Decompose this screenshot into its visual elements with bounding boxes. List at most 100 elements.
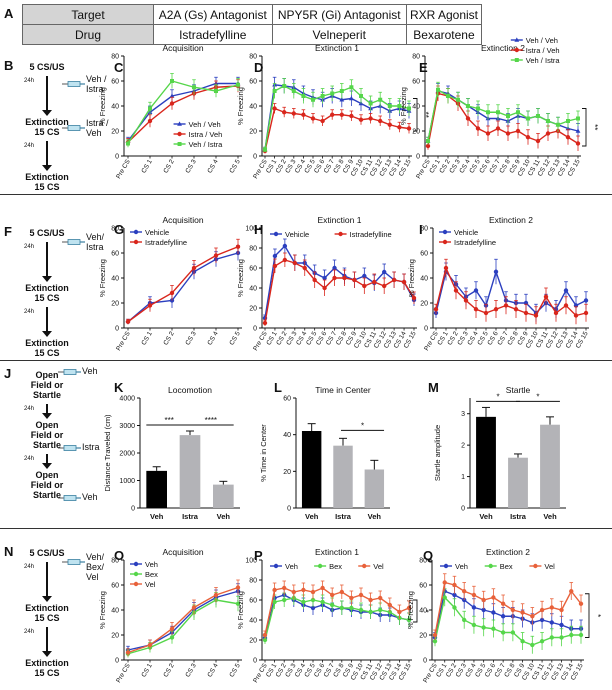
- data-point: [359, 94, 363, 98]
- y-tick-label: 80: [412, 54, 420, 61]
- protocol-step-text: Startle: [32, 390, 61, 400]
- table-cell: Target: [22, 4, 154, 25]
- series-line: [435, 269, 587, 314]
- data-point: [536, 114, 540, 118]
- data-point: [503, 303, 509, 308]
- protocol-step-text: 15 CS: [34, 668, 60, 678]
- y-tick-label: 20: [249, 129, 257, 136]
- legend-label: Veh / Veh: [526, 36, 558, 45]
- legend-marker: [133, 239, 139, 245]
- chart-title: Extinction 2: [489, 215, 533, 225]
- data-point: [148, 106, 152, 111]
- y-axis-label: % Freezing: [98, 259, 107, 297]
- interval-label: 24h: [24, 406, 35, 412]
- data-point: [332, 265, 337, 271]
- legend-label: Vehicle: [285, 230, 309, 239]
- panel-letter-m: M: [428, 380, 439, 395]
- y-tick-label: 60: [283, 396, 291, 403]
- x-tick-label: CS 3: [184, 330, 197, 346]
- protocol-step: Extinction 15 CS: [12, 117, 82, 137]
- down-arrow-icon: [42, 562, 52, 602]
- chart-title: Extinction 1: [318, 215, 362, 225]
- injection-label-text: Veh: [82, 366, 98, 376]
- data-point: [505, 131, 511, 136]
- panel-letter-j: J: [4, 366, 12, 381]
- significance-label: **: [590, 124, 599, 130]
- data-point: [312, 277, 317, 283]
- significance-bracket: [582, 108, 587, 147]
- data-point: [549, 620, 554, 625]
- data-point: [411, 295, 417, 301]
- data-point: [481, 607, 486, 613]
- legend-label: Istradefylline: [145, 238, 187, 247]
- series-line: [127, 252, 239, 323]
- series-line: [264, 107, 410, 152]
- data-point: [213, 592, 219, 598]
- data-point: [569, 589, 574, 594]
- syringe-icon: [58, 369, 81, 375]
- series-vehistra: [263, 78, 411, 153]
- injection-label-text: Istra: [82, 442, 100, 452]
- panel-letter-o: O: [114, 548, 125, 563]
- x-tick-label: CS 4: [206, 662, 219, 678]
- data-point: [442, 580, 447, 585]
- series-line: [264, 597, 410, 641]
- y-tick-label: 2: [461, 443, 465, 450]
- data-point: [291, 111, 296, 116]
- x-tick-label: CS 1: [140, 662, 153, 678]
- legend-label: Bex: [500, 562, 513, 571]
- data-point: [563, 288, 569, 293]
- interval-label: 24h: [24, 456, 35, 462]
- data-point: [387, 602, 392, 608]
- data-point: [493, 307, 499, 312]
- protocol-step: 5 CS/US: [12, 62, 82, 72]
- y-tick-label: 40: [249, 618, 257, 625]
- data-point: [301, 112, 306, 117]
- x-tick-label: CS 5: [228, 330, 241, 346]
- panel-letter-a: A: [4, 6, 14, 21]
- data-point: [583, 310, 589, 316]
- data-point: [500, 601, 506, 606]
- data-point: [378, 607, 383, 613]
- chart-K: Locomotion 0 1000 2000 3000 4000 Distance Trav…: [103, 385, 240, 521]
- legend-label: Istradefylline: [350, 230, 392, 239]
- data-point: [368, 116, 373, 121]
- y-tick-label: 80: [249, 54, 257, 61]
- data-point: [578, 601, 584, 606]
- y-tick-label: 40: [283, 432, 291, 439]
- series-istraveh: [262, 103, 412, 154]
- data-point: [169, 290, 175, 296]
- series-line: [427, 92, 579, 147]
- legend-marker: [442, 229, 448, 235]
- injection-label-text: Veh: [82, 492, 98, 502]
- significance-bracket: [413, 98, 418, 132]
- y-tick-label: 60: [111, 583, 119, 590]
- y-tick-label: 20: [249, 306, 257, 313]
- x-tick-label: Veh: [543, 512, 557, 521]
- x-tick-label: Veh: [305, 512, 319, 521]
- data-point: [320, 585, 325, 591]
- data-point: [282, 257, 288, 263]
- chart-M: Startle 0 1 2 3 Startle amplitude Veh Istra Veh *…: [433, 385, 566, 521]
- data-point: [516, 110, 520, 115]
- data-point: [462, 617, 467, 623]
- protocol-step-text: Field or: [30, 480, 64, 490]
- table-cell: A2A (Gs) Antagonist: [153, 4, 273, 25]
- series-veh: [432, 582, 584, 643]
- data-point: [530, 614, 535, 619]
- syringe-barrel: [63, 495, 77, 501]
- y-tick-label: 0: [416, 154, 420, 161]
- protocol-step-text: Startle: [32, 440, 61, 450]
- protocol-step: Open Field or Startle: [12, 370, 82, 400]
- y-tick-label: 60: [249, 266, 257, 273]
- protocol-step: Extinction 15 CS: [12, 658, 82, 678]
- data-point: [330, 592, 335, 598]
- data-point: [563, 303, 569, 308]
- syringe-barrel: [63, 445, 77, 451]
- y-tick-label: 0: [461, 506, 465, 513]
- y-tick-label: 80: [420, 226, 428, 233]
- x-tick-label: Veh: [479, 512, 493, 521]
- data-point: [481, 625, 486, 630]
